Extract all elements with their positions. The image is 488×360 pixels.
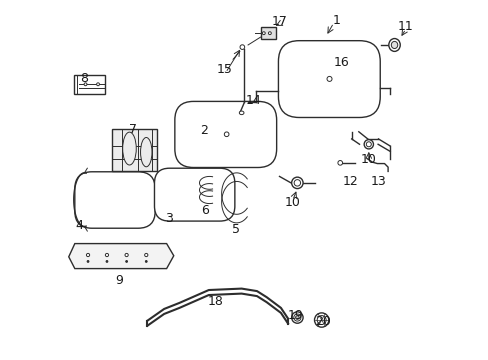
Ellipse shape [87, 261, 89, 262]
FancyBboxPatch shape [175, 102, 276, 167]
Text: 20: 20 [314, 315, 330, 328]
Ellipse shape [293, 314, 300, 321]
Text: 5: 5 [231, 223, 240, 236]
Ellipse shape [144, 253, 147, 257]
Ellipse shape [388, 39, 400, 51]
Ellipse shape [295, 316, 299, 319]
Text: 13: 13 [370, 175, 386, 188]
Ellipse shape [262, 32, 264, 35]
Ellipse shape [106, 261, 108, 262]
Text: 6: 6 [201, 204, 209, 217]
FancyBboxPatch shape [74, 75, 105, 94]
Ellipse shape [268, 32, 271, 35]
Ellipse shape [86, 253, 89, 257]
Polygon shape [69, 244, 173, 269]
Ellipse shape [326, 76, 331, 81]
Ellipse shape [105, 253, 108, 257]
Ellipse shape [140, 138, 152, 167]
Ellipse shape [291, 312, 303, 323]
FancyBboxPatch shape [154, 168, 234, 221]
Text: 9: 9 [115, 274, 122, 287]
Text: 11: 11 [397, 20, 413, 33]
Text: 7: 7 [129, 123, 137, 136]
Ellipse shape [240, 45, 244, 49]
Text: 10: 10 [360, 153, 376, 166]
Ellipse shape [291, 177, 303, 189]
Ellipse shape [364, 140, 373, 149]
FancyBboxPatch shape [112, 129, 157, 171]
Ellipse shape [145, 261, 147, 262]
Ellipse shape [317, 316, 325, 324]
Ellipse shape [97, 83, 99, 86]
Ellipse shape [125, 261, 127, 262]
FancyBboxPatch shape [278, 41, 380, 117]
Text: 15: 15 [217, 63, 232, 76]
Text: 14: 14 [245, 94, 261, 107]
FancyBboxPatch shape [260, 27, 275, 39]
Ellipse shape [125, 253, 128, 257]
Ellipse shape [366, 142, 370, 147]
Ellipse shape [337, 161, 342, 165]
Text: 19: 19 [287, 309, 303, 321]
Ellipse shape [390, 41, 397, 49]
Ellipse shape [294, 180, 300, 186]
Ellipse shape [122, 132, 136, 165]
Text: 12: 12 [342, 175, 357, 188]
Text: 3: 3 [165, 212, 173, 225]
Ellipse shape [314, 313, 328, 327]
Text: 16: 16 [333, 55, 349, 69]
Text: 1: 1 [332, 14, 340, 27]
Text: 8: 8 [80, 72, 87, 85]
Text: 4: 4 [75, 219, 83, 231]
FancyBboxPatch shape [75, 172, 155, 228]
Text: 2: 2 [200, 124, 208, 137]
Ellipse shape [239, 111, 244, 114]
Ellipse shape [224, 132, 228, 136]
Text: 10: 10 [284, 196, 300, 210]
Ellipse shape [84, 83, 87, 86]
Text: 17: 17 [271, 15, 287, 28]
Text: 18: 18 [207, 295, 224, 308]
